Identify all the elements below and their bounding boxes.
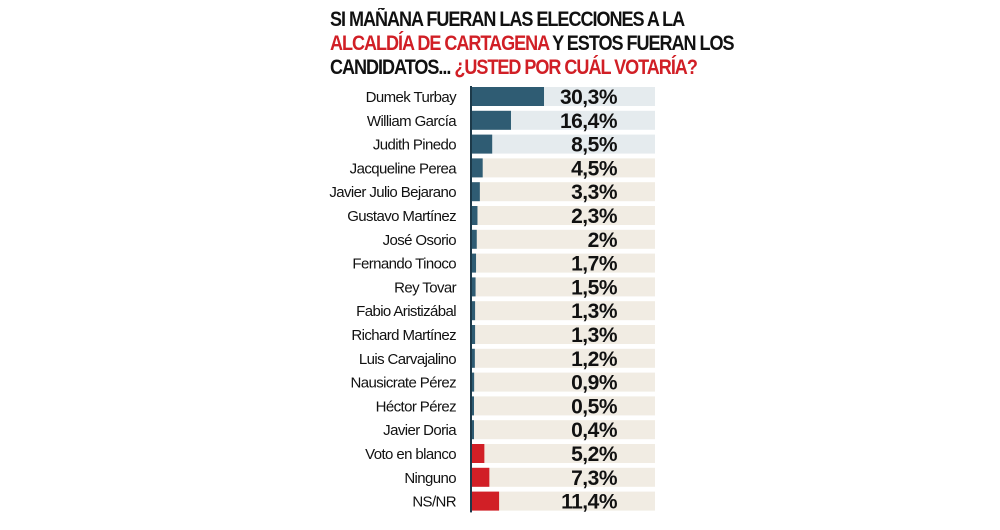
bar-track (472, 396, 655, 416)
bar-track (472, 325, 655, 344)
category-label: Nausicrate Pérez (351, 375, 457, 392)
value-label: 1,2% (571, 348, 618, 371)
value-label: 7,3% (571, 467, 618, 490)
category-label: NS/NR (412, 494, 456, 511)
bar (472, 206, 478, 225)
title-line-1: SI MAÑANA FUERAN LAS ELECCIONES A LA (330, 8, 685, 31)
bar-track (472, 134, 655, 154)
value-label: 0,5% (571, 395, 618, 418)
category-label: Fabio Aristizábal (356, 303, 456, 320)
category-label: José Osorio (383, 232, 457, 249)
bar-track (472, 277, 655, 297)
bar-track (472, 348, 655, 368)
title-line-2: Y ESTOS FUERAN LOS (548, 32, 735, 55)
category-label: Javier Doria (383, 422, 457, 439)
category-label: Jacqueline Perea (350, 160, 458, 177)
category-label: William García (367, 113, 457, 130)
bar-track (472, 158, 655, 178)
value-label: 2,3% (571, 205, 618, 228)
category-label: Javier Julio Bejarano (329, 184, 456, 201)
value-label: 1,3% (571, 300, 618, 323)
bar-track (472, 206, 655, 225)
bar-track (472, 110, 655, 130)
bar-track (472, 253, 655, 273)
category-label: Luis Carvajalino (359, 351, 456, 368)
value-label: 30,3% (560, 86, 618, 109)
bar (472, 301, 476, 321)
value-label: 1,7% (571, 253, 618, 276)
bar (472, 229, 477, 249)
category-label: Rey Tovar (394, 279, 456, 296)
bar (472, 372, 475, 392)
bar (472, 325, 476, 344)
category-label: Dumek Turbay (366, 89, 457, 106)
value-label: 3,3% (571, 181, 618, 204)
bar (472, 110, 511, 130)
bar-track (472, 467, 655, 487)
bar (472, 134, 493, 154)
category-label: Ninguno (404, 470, 456, 487)
category-label: Héctor Pérez (376, 398, 456, 415)
category-label: Richard Martínez (351, 327, 456, 344)
bar-track (472, 491, 655, 511)
bar-track (472, 229, 655, 249)
bar (472, 467, 490, 487)
value-label: 4,5% (571, 157, 618, 180)
value-label: 0,9% (571, 372, 618, 395)
title-highlight-2: ¿USTED POR CUÁL VOTARÍA? (450, 56, 697, 79)
category-label: Voto en blanco (365, 446, 456, 463)
category-label: Gustavo Martínez (347, 208, 456, 225)
bar-track (472, 301, 655, 321)
bar (472, 348, 475, 368)
value-label: 1,3% (571, 324, 618, 347)
bar (472, 182, 480, 202)
bar-track (472, 420, 655, 440)
value-label: 2% (588, 229, 618, 252)
value-label: 0,4% (571, 419, 618, 442)
value-label: 5,2% (571, 443, 618, 466)
bar (472, 277, 476, 297)
bar (472, 253, 477, 273)
title-highlight-1: ALCALDÍA DE CARTAGENA (330, 32, 549, 55)
category-label: Judith Pinedo (373, 137, 456, 154)
bar-track (472, 182, 655, 202)
bar-track (472, 444, 655, 463)
bar (472, 491, 500, 511)
bar (472, 87, 545, 106)
value-label: 16,4% (560, 110, 618, 133)
bar-track (472, 372, 655, 392)
value-label: 1,5% (571, 276, 618, 299)
bar (472, 396, 474, 416)
value-label: 11,4% (561, 491, 618, 514)
bar (472, 444, 485, 463)
chart-title: SI MAÑANA FUERAN LAS ELECCIONES A LA ALC… (330, 8, 735, 80)
title-line-3: CANDIDATOS... (330, 56, 451, 79)
bar (472, 420, 474, 440)
axis-line (470, 86, 472, 513)
category-label: Fernando Tinoco (352, 256, 456, 273)
value-label: 8,5% (571, 134, 618, 157)
bar (472, 158, 483, 178)
